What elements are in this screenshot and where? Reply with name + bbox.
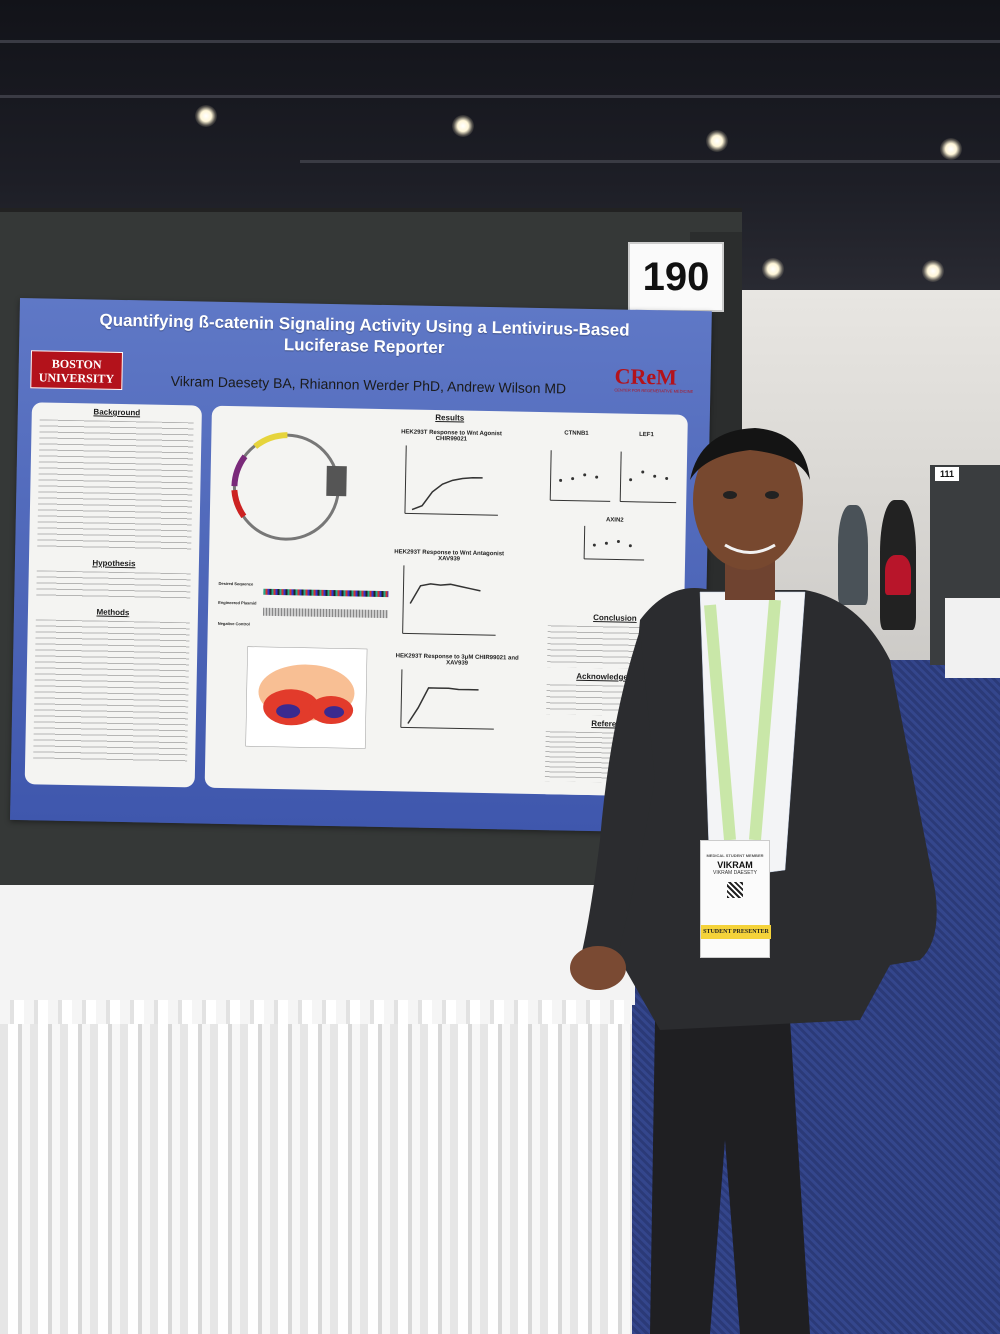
figure-b-chart: [402, 565, 496, 636]
crem-logo-text: CReM: [614, 363, 678, 390]
ceiling-light: [762, 258, 784, 280]
left-column-panel: Background Hypothesis Methods: [24, 402, 202, 788]
figure-a-chart: [404, 445, 498, 516]
table-skirt: [0, 1000, 632, 1334]
background-heading: Background: [93, 407, 141, 418]
poster-title: Quantifying ß-catenin Signaling Activity…: [59, 309, 670, 363]
desired-sequence-label: Desired Sequence: [218, 580, 254, 587]
ceiling-truss: [0, 95, 1000, 98]
qpcr-charts: [549, 450, 677, 561]
badge-role: MEDICAL STUDENT MEMBER: [706, 853, 764, 858]
boston-university-logo: BOSTON UNIVERSITY: [30, 350, 123, 390]
plasmid-map: [231, 432, 347, 541]
neighbor-booth-number: 111: [935, 467, 959, 481]
figure-c-chart: [400, 669, 494, 730]
badge-first-name: VIKRAM: [717, 860, 753, 870]
background-text-block: [37, 419, 194, 553]
ceiling-light: [922, 260, 944, 282]
methods-text-block: [33, 619, 190, 763]
methods-heading: Methods: [96, 607, 130, 618]
ceiling-light: [940, 138, 962, 160]
booth-number-sign: 190: [628, 242, 724, 312]
table-skirt-pleats: [0, 1000, 632, 1024]
background-attendees: [830, 495, 940, 685]
badge-full-name: VIKRAM DAESETY: [713, 870, 757, 876]
badge-ribbon: STUDENT PRESENTER: [701, 925, 771, 939]
table-top: [0, 885, 635, 1005]
figure-a-title: HEK293T Response to Wnt Agonist CHIR9902…: [401, 429, 502, 443]
negative-control-label: Negative Control: [217, 620, 250, 627]
poster-authors: Vikram Daesety BA, Rhiannon Werder PhD, …: [170, 372, 567, 397]
name-badge: MEDICAL STUDENT MEMBER VIKRAM VIKRAM DAE…: [700, 840, 771, 958]
crem-logo-subtitle: CENTER FOR REGENERATIVE MEDICINE: [614, 387, 694, 394]
figure-c-title: HEK293T Response to 3μM CHIR99021 and XA…: [395, 653, 519, 667]
flow-cytometry-plot: [245, 646, 368, 749]
figure-b-title: HEK293T Response to Wnt Antagonist XAV93…: [394, 549, 505, 563]
neighbor-table: [945, 598, 1000, 678]
results-panel: Results Desired Sequence Engineered Plas…: [204, 405, 688, 797]
ceiling-light: [195, 105, 217, 127]
ceiling-truss: [0, 40, 1000, 43]
presenter-person: [570, 428, 937, 1334]
ceiling-light: [706, 130, 728, 152]
research-poster: Quantifying ß-catenin Signaling Activity…: [9, 298, 712, 834]
hypothesis-text-block: [36, 570, 191, 600]
sanger-sequencing-traces: Desired Sequence Engineered Plasmid Nega…: [218, 581, 389, 639]
engineered-plasmid-label: Engineered Plasmid: [218, 599, 257, 606]
crem-logo: CReM CENTER FOR REGENERATIVE MEDICINE: [614, 363, 705, 403]
badge-qr-code: [727, 882, 743, 898]
hypothesis-heading: Hypothesis: [92, 558, 136, 569]
ceiling-truss: [300, 160, 1000, 163]
ceiling-light: [452, 115, 474, 137]
